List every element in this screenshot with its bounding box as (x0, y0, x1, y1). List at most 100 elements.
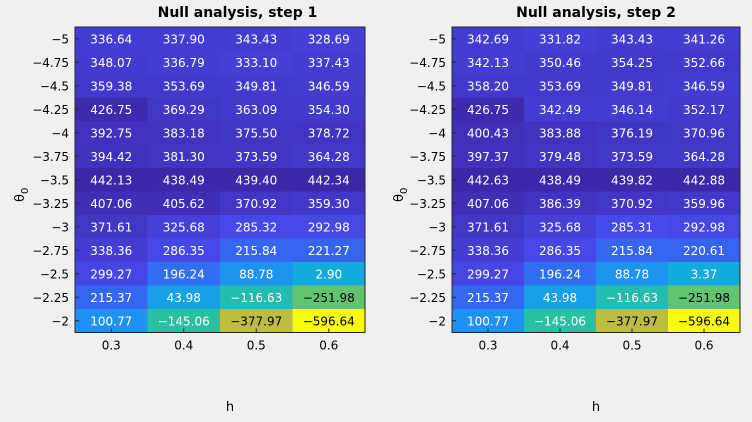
heatmap-cell (75, 74, 148, 98)
cell-value-label: 215.37 (90, 291, 132, 305)
heatmap-cell (220, 191, 293, 216)
heatmap-cell (596, 215, 669, 239)
cell-value-label: 378.72 (308, 126, 350, 140)
heatmap-cell (220, 121, 293, 145)
cell-value-label: 352.17 (683, 103, 725, 117)
cell-value-label: 286.35 (163, 244, 205, 258)
cell-value-label: 3.37 (691, 267, 718, 281)
heatmap-cell (220, 285, 293, 310)
cell-value-label: 383.18 (163, 126, 205, 140)
cell-value-label: 346.59 (308, 79, 350, 93)
heatmap-cell (524, 215, 597, 239)
heatmap-cell (524, 121, 597, 145)
cell-value-label: 343.43 (235, 32, 277, 46)
cell-value-label: 333.10 (235, 56, 277, 70)
heatmap-cell (292, 215, 366, 239)
cell-value-label: 373.59 (235, 150, 277, 164)
heatmap-cell (668, 50, 741, 75)
cell-value-label: 407.06 (90, 197, 132, 211)
heatmap-cell (452, 50, 525, 75)
cell-value-label: 215.37 (467, 291, 509, 305)
x-tick-label: 0.6 (694, 339, 713, 353)
cell-value-label: 353.69 (539, 79, 581, 93)
heatmap-cell (147, 168, 221, 192)
cell-value-label: 292.98 (683, 220, 725, 234)
heatmap-cell (292, 144, 366, 169)
y-axis-label: θ0 (392, 187, 410, 202)
heatmap-cell (147, 238, 221, 263)
heatmap-cell (292, 50, 366, 75)
heatmap-cell (596, 285, 669, 310)
heatmap-cell (220, 168, 293, 192)
y-tick-label: −4.5 (40, 79, 69, 93)
heatmap-cell (220, 74, 293, 98)
y-tick-label: −3.25 (409, 197, 446, 211)
cell-value-label: 370.92 (235, 197, 277, 211)
cell-value-label: 353.69 (163, 79, 205, 93)
heatmap-cell (75, 215, 148, 239)
x-tick-label: 0.4 (550, 339, 569, 353)
y-tick-label: −4.25 (32, 103, 69, 117)
y-tick-label: −2 (51, 314, 69, 328)
y-tick-label: −3.5 (40, 173, 69, 187)
heatmap-cell (292, 27, 366, 51)
cell-value-label: 349.81 (611, 79, 653, 93)
y-tick-label: −3.5 (417, 173, 446, 187)
heatmap-cell (524, 238, 597, 263)
cell-value-label: 215.84 (611, 244, 653, 258)
cell-value-label: 370.92 (611, 197, 653, 211)
cell-value-label: 386.39 (539, 197, 581, 211)
cell-value-label: 43.98 (167, 291, 201, 305)
y-tick-label: −2.5 (40, 267, 69, 281)
y-tick-label: −3.25 (32, 197, 69, 211)
y-tick-label: −3 (428, 220, 446, 234)
cell-value-label: 363.09 (235, 103, 277, 117)
heatmap-cell (524, 144, 597, 169)
cell-value-label: 196.24 (163, 267, 205, 281)
cell-value-label: 381.30 (163, 150, 205, 164)
heatmap-cell (292, 262, 366, 286)
x-axis-label: h (225, 400, 235, 415)
cell-value-label: 371.61 (467, 220, 509, 234)
cell-value-label: 2.90 (315, 267, 342, 281)
heatmap-cell (452, 238, 525, 263)
cell-value-label: −377.97 (606, 314, 658, 328)
cell-value-label: 438.49 (539, 173, 581, 187)
heatmap-cell (147, 50, 221, 75)
cell-value-label: 220.61 (683, 244, 725, 258)
heatmap-cell (524, 27, 597, 51)
cell-value-label: 100.77 (90, 314, 132, 328)
y-tick-label: −2.75 (409, 244, 446, 258)
cell-value-label: 325.68 (163, 220, 205, 234)
cell-value-label: 370.96 (683, 126, 725, 140)
cell-value-label: 337.43 (308, 56, 350, 70)
heatmap-cell (452, 191, 525, 216)
heatmap-cell (75, 191, 148, 216)
heatmap-cell (452, 168, 525, 192)
heatmap-cell (452, 144, 525, 169)
y-tick-label: −2.25 (409, 291, 446, 305)
heatmap-cell (668, 285, 741, 310)
cell-value-label: 438.49 (163, 173, 205, 187)
heatmap-cell (220, 215, 293, 239)
heatmap-cell (75, 27, 148, 51)
heatmap-cell (524, 285, 597, 310)
heatmap-cell (524, 262, 597, 286)
heatmap-cell (292, 121, 366, 145)
cell-value-label: 338.36 (467, 244, 509, 258)
cell-value-label: 394.42 (90, 150, 132, 164)
heatmap-cell (147, 144, 221, 169)
heatmap-cell (596, 168, 669, 192)
cell-value-label: 426.75 (90, 103, 132, 117)
cell-value-label: 373.59 (611, 150, 653, 164)
y-tick-label: −4.25 (409, 103, 446, 117)
x-tick-label: 0.5 (622, 339, 641, 353)
heatmap-cell (668, 144, 741, 169)
heatmap-cell (668, 215, 741, 239)
heatmap-cell (524, 50, 597, 75)
heatmap-cell (452, 215, 525, 239)
heatmap-cell (452, 97, 525, 122)
y-tick-label: −3 (51, 220, 69, 234)
heatmap-cell (596, 238, 669, 263)
